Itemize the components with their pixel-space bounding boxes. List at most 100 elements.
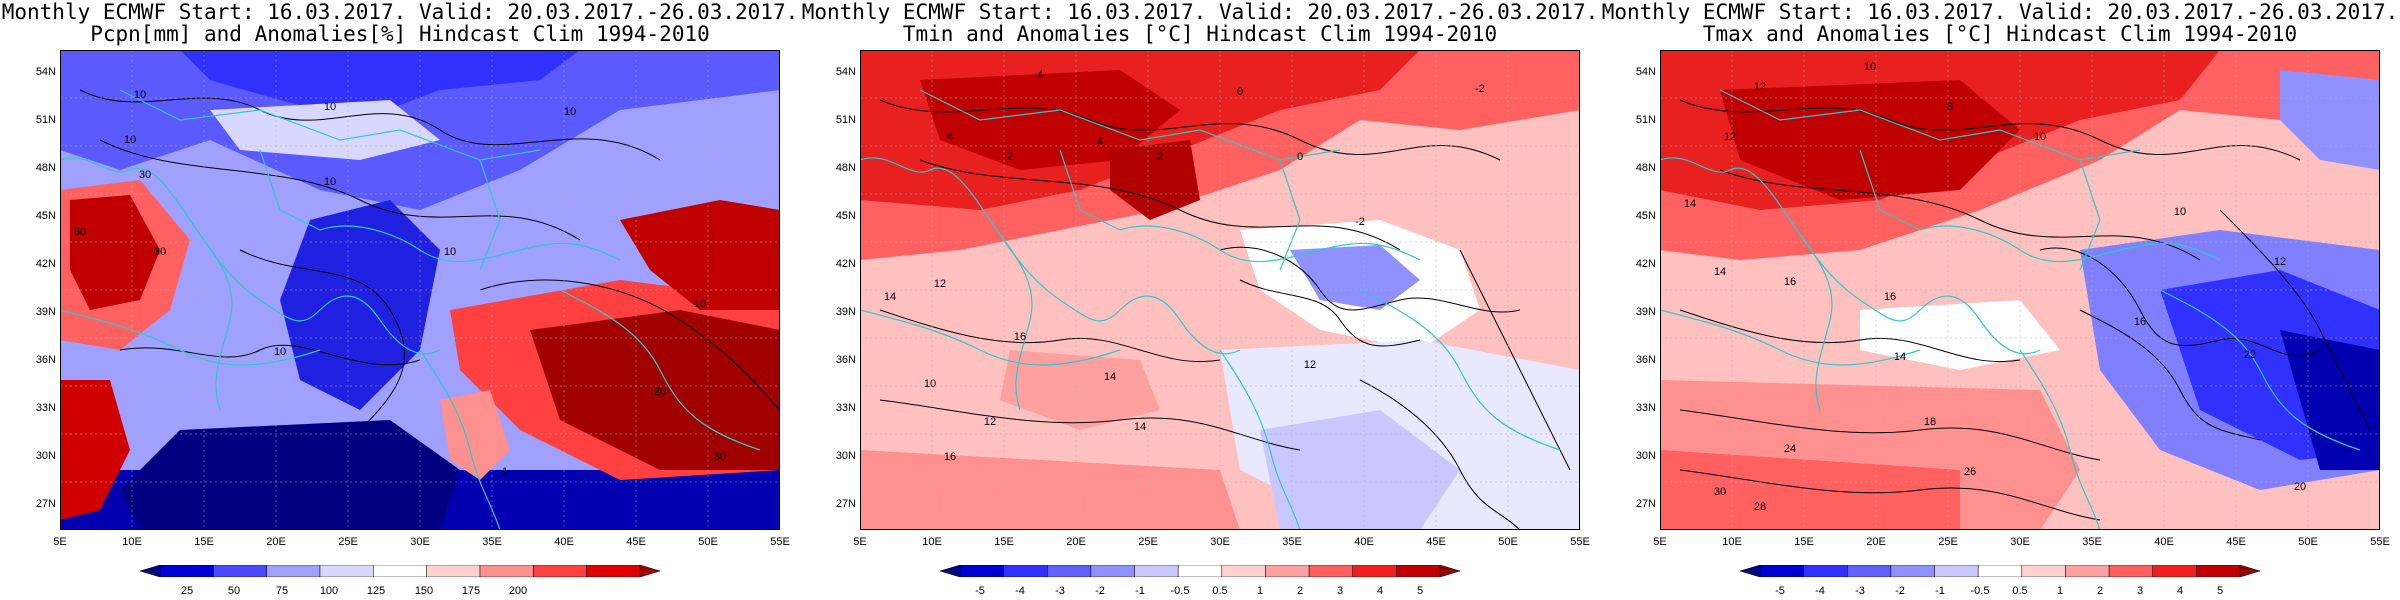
panel-title-line1: Monthly ECMWF Start: 16.03.2017. Valid: … bbox=[801, 0, 1599, 24]
lat-label: 27N bbox=[835, 498, 856, 510]
lat-label: 39N bbox=[35, 306, 56, 318]
graticule bbox=[1660, 50, 2380, 530]
colorbar-swatch bbox=[1090, 565, 1135, 577]
lat-label: 54N bbox=[35, 66, 56, 78]
colorbar bbox=[1740, 565, 2260, 577]
colorbar-swatch bbox=[1740, 565, 1761, 577]
colorbar-label: -0.5 bbox=[1970, 585, 1990, 597]
colorbar-swatch bbox=[940, 565, 961, 577]
field-pink-med bbox=[1000, 350, 1160, 430]
colorbar-label: 1 bbox=[1256, 585, 1264, 597]
lat-label: 27N bbox=[35, 498, 56, 510]
colorbar-swatch bbox=[1396, 565, 1441, 577]
lat-label: 27N bbox=[1635, 498, 1656, 510]
contour-label: 30 bbox=[139, 169, 151, 181]
lon-label: 45E bbox=[1426, 536, 1446, 548]
lat-label: 48N bbox=[35, 162, 56, 174]
lat-label: 51N bbox=[1635, 114, 1656, 126]
lat-label: 48N bbox=[1635, 162, 1656, 174]
colorbar-swatch bbox=[1890, 565, 1935, 577]
field-darkred-ne bbox=[620, 200, 780, 310]
colorbar-swatch bbox=[1047, 565, 1092, 577]
colorbar-label: 200 bbox=[508, 585, 528, 597]
colorbar-label: 2 bbox=[2096, 585, 2104, 597]
contour-label: 26 bbox=[1964, 466, 1976, 478]
lat-label: 30N bbox=[35, 450, 56, 462]
contour-label: 10 bbox=[444, 246, 456, 258]
contour-label: 1 bbox=[502, 466, 508, 478]
lon-label: 5E bbox=[853, 536, 867, 548]
colorbar bbox=[140, 565, 660, 577]
graticule bbox=[60, 50, 780, 530]
lat-label: 33N bbox=[1635, 402, 1656, 414]
contour-label: 12 bbox=[1754, 81, 1766, 93]
contour-label: 28 bbox=[1754, 501, 1766, 513]
panel-tmin: Monthly ECMWF Start: 16.03.2017. Valid: … bbox=[800, 0, 1600, 600]
lat-label: 54N bbox=[835, 66, 856, 78]
contour-label: 16 bbox=[2134, 316, 2146, 328]
colorbar-swatch bbox=[1134, 565, 1179, 577]
lon-label: 25E bbox=[1138, 536, 1158, 548]
panel-title-line1: Monthly ECMWF Start: 16.03.2017. Valid: … bbox=[1, 0, 799, 24]
colorbar-label: -3 bbox=[1855, 585, 1865, 597]
contour-label: 12 bbox=[1304, 359, 1316, 371]
field-red-sw bbox=[1660, 450, 1960, 530]
field-pale-north bbox=[210, 100, 440, 160]
contour-label: 10 bbox=[564, 106, 576, 118]
colorbar-label: 1 bbox=[2056, 585, 2064, 597]
lon-label: 45E bbox=[2226, 536, 2246, 548]
colorbar-swatches bbox=[1740, 565, 2260, 577]
field-red-sw bbox=[60, 380, 130, 520]
colorbar-label: -1 bbox=[1935, 585, 1945, 597]
lat-label: 45N bbox=[1635, 210, 1656, 222]
colorbar-label: -5 bbox=[975, 585, 985, 597]
contour-label: 18 bbox=[1924, 416, 1936, 428]
lat-label: 48N bbox=[835, 162, 856, 174]
contour-label: 4 bbox=[1097, 136, 1103, 148]
contour-label: 10 bbox=[324, 101, 336, 113]
lon-label: 10E bbox=[122, 536, 142, 548]
field-blue-core bbox=[180, 50, 580, 120]
lon-label: 5E bbox=[1653, 536, 1667, 548]
contour-label: 22 bbox=[2244, 349, 2256, 361]
colorbar-label: 150 bbox=[414, 585, 434, 597]
colorbar-swatch bbox=[1439, 565, 1460, 577]
colorbar-swatch bbox=[586, 565, 641, 577]
field-darkred-balkan bbox=[1110, 140, 1200, 220]
lon-label: 55E bbox=[1570, 536, 1590, 548]
lon-label: 40E bbox=[554, 536, 574, 548]
contour-label: 14 bbox=[1104, 371, 1116, 383]
map-area: 10 10 10 10 10 30 50 30 10 10 20 30 10 1… bbox=[36, 50, 790, 548]
contour-label: 16 bbox=[944, 451, 956, 463]
contour-label: 50 bbox=[74, 226, 86, 238]
colorbar-swatch bbox=[319, 565, 374, 577]
colorbar-swatch bbox=[1308, 565, 1353, 577]
colorbar-swatch bbox=[639, 565, 660, 577]
panel-title-line1: Monthly ECMWF Start: 16.03.2017. Valid: … bbox=[1601, 0, 2399, 24]
colorbar-label: 0.5 bbox=[2012, 585, 2028, 597]
colorbar-swatch bbox=[1934, 565, 1979, 577]
colorbar-label: 25 bbox=[180, 585, 194, 597]
contour-label: 10 bbox=[2034, 131, 2046, 143]
contour-label: 10 bbox=[124, 134, 136, 146]
colorbar-label: 0.5 bbox=[1212, 585, 1228, 597]
contour-label: 24 bbox=[1784, 443, 1796, 455]
field-lightblue-se bbox=[1260, 410, 1460, 530]
lat-label: 45N bbox=[35, 210, 56, 222]
contour-label: 20 bbox=[2294, 481, 2306, 493]
field-navy-south bbox=[120, 420, 460, 530]
colorbar-swatch bbox=[2239, 565, 2260, 577]
contour-label: 2 bbox=[1157, 151, 1163, 163]
contour-label: -2 bbox=[1355, 216, 1365, 228]
panel-title-line2: Tmax and Anomalies [°C] Hindcast Clim 19… bbox=[1702, 22, 2298, 46]
contour-label: 14 bbox=[884, 291, 896, 303]
panel-tmax: Monthly ECMWF Start: 16.03.2017. Valid: … bbox=[1600, 0, 2400, 600]
colorbar-label: -4 bbox=[1015, 585, 1025, 597]
lat-label: 42N bbox=[835, 258, 856, 270]
colorbar-label: 5 bbox=[1416, 585, 1424, 597]
lon-label: 50E bbox=[1498, 536, 1518, 548]
colorbar-swatch bbox=[213, 565, 267, 577]
colorbar-swatch bbox=[1221, 565, 1266, 577]
coastlines bbox=[860, 89, 1561, 530]
lon-label: 20E bbox=[1866, 536, 1886, 548]
